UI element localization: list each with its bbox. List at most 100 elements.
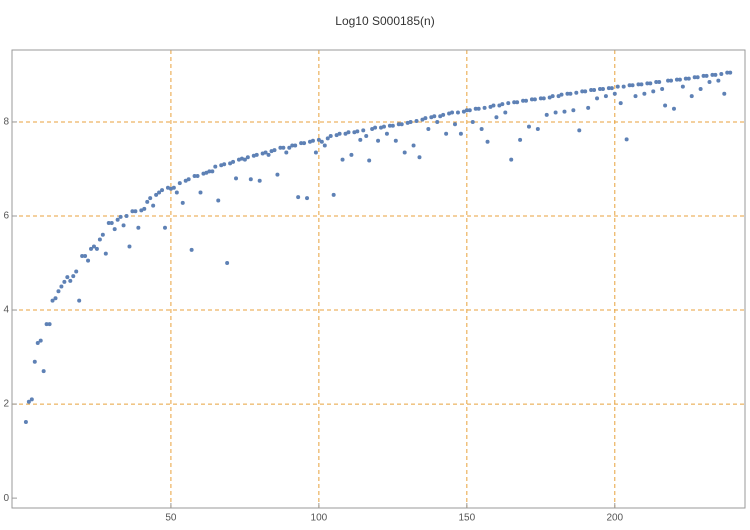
point (470, 119, 475, 124)
point (541, 96, 546, 101)
point (124, 213, 129, 218)
point (53, 296, 58, 301)
point (506, 101, 511, 106)
point (210, 169, 215, 174)
point (671, 106, 676, 111)
point (586, 105, 591, 110)
point (606, 86, 611, 91)
point (387, 123, 392, 128)
y-tick-label: 2 (3, 399, 9, 410)
point (136, 225, 141, 230)
point (207, 169, 212, 174)
point (337, 131, 342, 136)
x-tick-label: 50 (165, 513, 177, 524)
point (216, 198, 221, 203)
point (228, 161, 233, 166)
point (112, 227, 117, 232)
point (722, 91, 727, 96)
point (716, 78, 721, 83)
point (526, 124, 531, 129)
point (263, 150, 268, 155)
point (160, 188, 165, 193)
point (719, 71, 724, 76)
point (275, 172, 280, 177)
point (100, 232, 105, 237)
point (284, 150, 289, 155)
point (334, 133, 339, 138)
point (414, 119, 419, 124)
chart-title: Log10 S000185(n) (335, 14, 434, 28)
point (186, 177, 191, 182)
point (464, 108, 469, 113)
point (174, 190, 179, 195)
point (358, 137, 363, 142)
point (660, 87, 665, 92)
point (38, 338, 43, 343)
y-tick-label: 8 (3, 117, 9, 128)
point (704, 73, 709, 78)
point (438, 114, 443, 119)
point (121, 223, 126, 228)
point (91, 244, 96, 249)
point (521, 98, 526, 103)
point (698, 87, 703, 92)
point (695, 75, 700, 80)
point (639, 82, 644, 87)
point (331, 192, 336, 197)
point (417, 155, 422, 160)
point (381, 124, 386, 129)
point (609, 86, 614, 91)
point (195, 174, 200, 179)
point (657, 79, 662, 84)
point (476, 106, 481, 111)
point (603, 94, 608, 99)
point (355, 129, 360, 134)
point (707, 79, 712, 84)
point (130, 209, 135, 214)
point (133, 209, 138, 214)
point (248, 177, 253, 182)
point (257, 178, 262, 183)
point (529, 97, 534, 102)
point (231, 159, 236, 164)
point (577, 128, 582, 133)
y-tick-label: 4 (3, 305, 9, 316)
point (349, 152, 354, 157)
point (677, 77, 682, 82)
point (183, 178, 188, 183)
point (97, 237, 102, 242)
point (426, 126, 431, 131)
point (127, 244, 132, 249)
point (402, 150, 407, 155)
point (458, 131, 463, 136)
point (364, 134, 369, 139)
point (680, 84, 685, 89)
point (503, 110, 508, 115)
point (411, 143, 416, 148)
point (157, 190, 162, 195)
point (41, 369, 46, 374)
point (689, 94, 694, 99)
point (162, 225, 167, 230)
point (29, 397, 34, 402)
point (633, 94, 638, 99)
point (701, 73, 706, 78)
point (56, 289, 61, 294)
point (444, 131, 449, 136)
point (432, 114, 437, 119)
point (242, 157, 247, 162)
point (544, 112, 549, 117)
point (254, 152, 259, 157)
point (340, 157, 345, 162)
point (556, 94, 561, 99)
point (559, 92, 564, 97)
point (420, 117, 425, 122)
point (491, 103, 496, 108)
point (302, 141, 307, 146)
point (574, 90, 579, 95)
point (278, 145, 283, 150)
point (725, 70, 730, 75)
point (518, 137, 523, 142)
point (328, 134, 333, 139)
